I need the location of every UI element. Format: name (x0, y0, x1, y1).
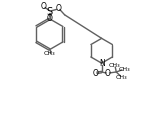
Text: O: O (93, 69, 98, 78)
Text: CH₃: CH₃ (109, 63, 121, 68)
Text: O: O (41, 2, 46, 11)
Text: O: O (55, 4, 61, 13)
Text: CH₃: CH₃ (118, 67, 130, 72)
Text: O: O (47, 14, 53, 23)
Text: CH₃: CH₃ (116, 75, 127, 80)
Text: O: O (105, 69, 111, 78)
Text: S: S (47, 6, 53, 17)
Text: CH₃: CH₃ (44, 51, 55, 56)
Text: N: N (99, 59, 105, 68)
